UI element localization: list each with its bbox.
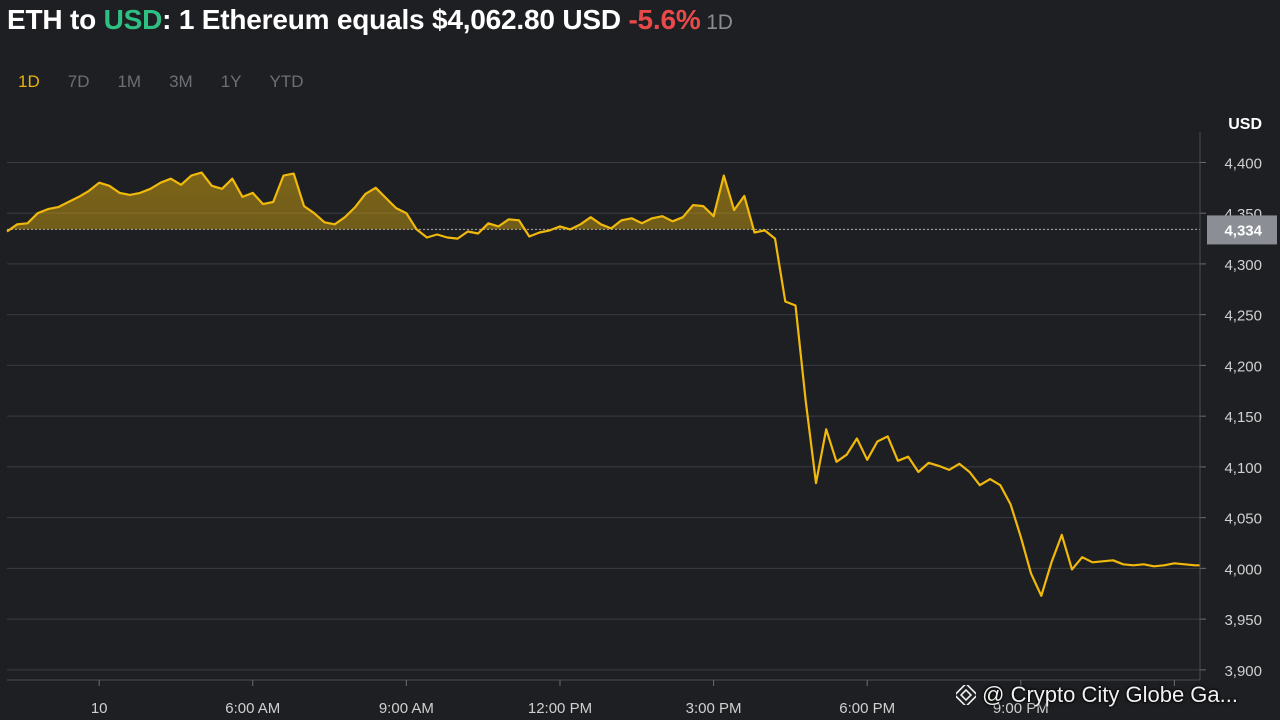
grid-layer — [7, 161, 1200, 671]
range-tab-ytd[interactable]: YTD — [269, 72, 304, 91]
x-tick-label: 12:00 PM — [528, 700, 592, 717]
y-axis-title: USD — [1228, 116, 1262, 133]
pair-quote-link[interactable]: USD — [103, 4, 163, 35]
y-tick-label: 4,300 — [1224, 257, 1262, 274]
price-area-fill — [7, 172, 1200, 230]
range-tab-7d[interactable]: 7D — [67, 72, 90, 91]
x-tick-label: 6:00 AM — [225, 700, 280, 717]
range-tab-1y[interactable]: 1Y — [220, 72, 242, 91]
price-line — [6, 171, 1200, 597]
y-tick-label: 3,950 — [1224, 612, 1262, 629]
y-axis: 3,900 3,950 4,000 4,050 4,100 4,150 4,200 4,250… — [1199, 132, 1262, 680]
x-tick-label: 9:00 PM — [993, 700, 1049, 717]
watermark: @ Crypto City Globe Ga... — [956, 682, 1238, 708]
y-tick-label: 3,900 — [1224, 663, 1262, 680]
y-tick-label: 4,000 — [1224, 561, 1262, 578]
y-tick-label: 4,100 — [1224, 460, 1262, 477]
y-tick-label: 4,200 — [1224, 358, 1262, 375]
x-axis: 10 6:00 AM 9:00 AM 12:00 PM 3:00 PM 6:00 PM 9:… — [7, 679, 1200, 717]
baseline-label: 4,334 — [1224, 222, 1262, 239]
x-tick-label: 6:00 PM — [839, 700, 895, 717]
y-tick-label: 4,150 — [1224, 409, 1262, 426]
y-tick-label: 4,050 — [1224, 511, 1262, 528]
page-title: ETH to USD: 1 Ethereum equals $4,062.80 … — [7, 4, 733, 36]
diamond-logo-icon — [956, 685, 976, 705]
baseline-label-box — [1207, 215, 1277, 245]
range-tab-1d[interactable]: 1D — [18, 72, 40, 91]
x-tick-label: 9:00 AM — [379, 700, 434, 717]
change-percent: -5.6% — [628, 4, 701, 35]
y-tick-label: 4,250 — [1224, 308, 1262, 325]
x-tick-label: 3:00 PM — [686, 700, 742, 717]
time-range-tabs: 1D 7D 1M 3M 1Y YTD — [18, 72, 332, 92]
y-tick-label: 4,400 — [1224, 155, 1262, 172]
change-period: 1D — [700, 11, 733, 34]
rate-statement: : 1 Ethereum equals $4,062.80 USD — [162, 4, 629, 35]
range-tab-1m[interactable]: 1M — [117, 72, 142, 91]
x-tick-label: 10 — [91, 700, 108, 717]
pair-base: ETH to — [7, 4, 104, 35]
range-tab-3m[interactable]: 3M — [169, 72, 193, 91]
watermark-text: @ Crypto City Globe Ga... — [982, 682, 1238, 707]
